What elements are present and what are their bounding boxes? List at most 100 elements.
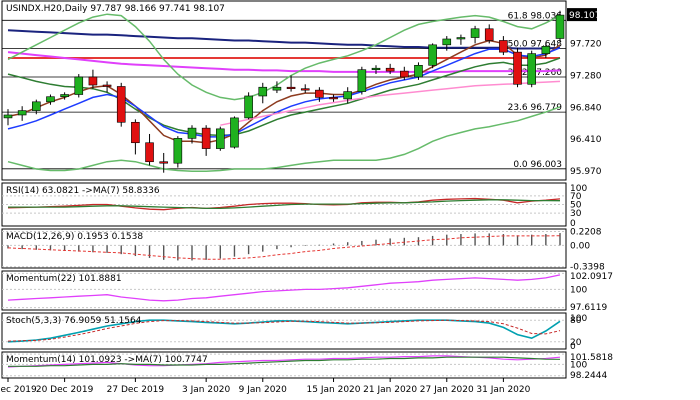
overlay-line-4: [7, 39, 561, 144]
momentum22-title: Momentum(22) 101.8881: [6, 274, 122, 284]
y-tick-label: 0.2208: [570, 227, 602, 237]
y-tick-label: -0.3398: [570, 263, 605, 273]
rsi-series-0: [7, 197, 561, 211]
y-tick-label: 97.280: [570, 72, 602, 82]
y-tick-label: 96.840: [570, 104, 602, 114]
candle-body: [60, 94, 69, 98]
x-tick-label: 27 Jan 2020: [420, 385, 474, 395]
candle-body: [272, 86, 282, 91]
candle-body: [102, 84, 112, 87]
overlay-line-5: [7, 47, 561, 138]
candle-body: [499, 40, 508, 53]
x-tick-label: 21 Jan 2020: [363, 385, 417, 395]
macd-title: MACD(12,26,9) 0.1953 0.1538: [6, 232, 143, 242]
candle-body: [400, 70, 409, 78]
current-price-label: 98.107: [569, 11, 601, 21]
candle-body: [88, 76, 98, 86]
candle-body: [286, 86, 296, 89]
candle-body: [17, 110, 27, 116]
stoch-title: Stoch(5,3,3) 76.9059 51.1564: [6, 316, 142, 326]
candle-body: [187, 127, 197, 139]
candle-body: [315, 89, 324, 98]
x-tick-label: 16 Dec 2019: [0, 385, 37, 395]
y-tick-label: 101.5818: [570, 353, 613, 363]
panel-frame-4: [1, 312, 567, 350]
candle-body: [555, 14, 565, 39]
candle-body: [46, 96, 55, 103]
candle-body: [470, 28, 480, 38]
y-tick-label: 98.2444: [570, 371, 607, 381]
rsi-title: RSI(14) 63.0821 ->MA(7) 58.8336: [6, 186, 160, 196]
candle-body: [300, 88, 310, 91]
candle-body: [145, 142, 154, 163]
current-price-box: [567, 8, 597, 22]
candle-body: [173, 138, 183, 164]
y-tick-label: 96.410: [570, 135, 602, 145]
momentum22-series-0: [7, 274, 561, 302]
y-tick-label: 0: [570, 342, 576, 352]
x-tick-label: 31 Jan 2020: [476, 385, 530, 395]
overlay-line-8: [7, 106, 561, 172]
momentum14-series-1: [8, 356, 561, 367]
y-tick-label: 100: [570, 360, 587, 370]
macd-signal-line: [7, 235, 561, 260]
y-tick-label: 50: [570, 201, 582, 211]
y-tick-label: 100: [570, 184, 587, 194]
overlay-line-3: [7, 57, 561, 137]
fib-level-label: 0.0 96.003: [513, 160, 562, 170]
candle-body: [131, 121, 140, 144]
x-tick-label: 3 Jan 2020: [182, 385, 230, 395]
y-tick-label: 97.720: [570, 39, 602, 49]
stoch-d-line: [7, 319, 561, 342]
candle-body: [357, 69, 367, 92]
candle-body: [456, 37, 466, 40]
candle-body: [201, 127, 211, 149]
y-tick-label: 0: [570, 219, 576, 229]
candle-body: [414, 64, 423, 78]
candle-body: [3, 114, 13, 119]
y-tick-label: 80: [570, 316, 582, 326]
overlay-line-2: [7, 51, 561, 73]
y-tick-label: 100: [570, 314, 587, 324]
panel-frame-2: [1, 228, 567, 269]
candle-body: [527, 53, 536, 85]
fib-level-label: 50.0 97.648: [508, 40, 563, 50]
panel-frame-0: [1, 0, 567, 181]
overlay-line-7: [7, 13, 561, 101]
candle-body: [371, 67, 381, 70]
candle-body: [385, 67, 395, 72]
y-tick-label: 100: [570, 285, 587, 295]
candle-body: [484, 28, 494, 41]
candle-body: [244, 95, 253, 119]
fib-level-label: 23.6 96.779: [508, 103, 563, 113]
candle-body: [230, 117, 239, 148]
candle-body: [216, 128, 225, 149]
candle-body: [32, 101, 41, 111]
y-tick-label: 30: [570, 209, 582, 219]
candle-body: [541, 45, 551, 54]
candle-body: [442, 38, 452, 46]
y-tick-label: 20: [570, 338, 582, 348]
candle-body: [513, 51, 522, 85]
overlay-line-6: [220, 80, 561, 126]
y-tick-label: 102.0917: [570, 272, 613, 282]
y-tick-label: 0.00: [570, 241, 590, 251]
candle-body: [258, 86, 268, 97]
x-tick-label: 20 Dec 2019: [36, 385, 94, 395]
x-tick-label: 15 Jan 2020: [307, 385, 361, 395]
y-tick-label: 70: [570, 192, 582, 202]
candle-body: [159, 161, 168, 164]
candle-body: [428, 44, 437, 66]
fib-level-label: 61.8 98.036: [508, 11, 563, 21]
candle-body: [116, 86, 126, 123]
rsi-series-1: [8, 199, 561, 210]
candle-body: [329, 97, 338, 100]
candle-body: [74, 76, 84, 95]
x-tick-label: 9 Jan 2020: [239, 385, 287, 395]
y-tick-label: 95.970: [570, 167, 602, 177]
y-tick-label: 97.6119: [570, 303, 607, 313]
chart-title: USINDX.H20,Daily 97.787 98.166 97.741 98…: [6, 4, 225, 14]
momentum14-title: Momentum(14) 101.0923 ->MA(7) 100.7747: [6, 355, 208, 365]
